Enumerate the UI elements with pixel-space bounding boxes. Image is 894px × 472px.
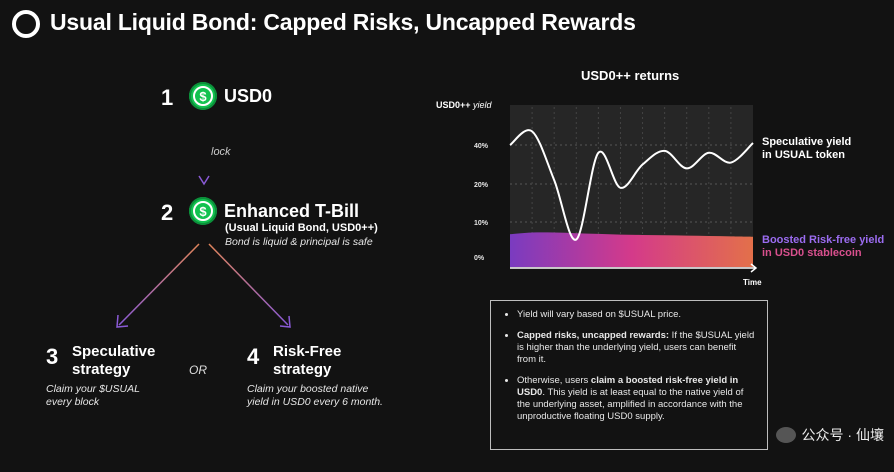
info-bullet-3: Otherwise, users claim a boosted risk-fr… [517,375,755,423]
lock-label: lock [211,146,231,158]
chart-xlabel: Time [743,278,762,287]
info-bullet-2-bold: Capped risks, uncapped rewards: [517,330,670,341]
watermark: 公众号 · 仙壤 [775,425,884,445]
returns-chart: 40% 20% 10% 0% [474,105,758,273]
step-4-desc-line2: yield in USD0 every 6 month. [247,396,383,408]
speculative-annotation: Speculative yield in USUAL token [762,136,851,162]
chart-ylabel: USD0++ yield [436,100,492,110]
speculative-arrow-line [118,243,200,326]
page-title: Usual Liquid Bond: Capped Risks, Uncappe… [50,9,636,35]
flow-arrows [116,119,291,328]
info-bullet-3-pre: Otherwise, users [517,375,591,386]
step-3-number: 3 [46,344,59,369]
info-bullet-3-text: . This yield is at least equal to the na… [517,387,744,422]
y-tick-labels: 40% 20% 10% 0% [474,143,489,262]
info-bullet-2-text: If the $USUAL yield is higher than the u… [517,330,755,365]
riskfree-arrow-line [208,243,289,326]
info-bullet-3-bold: claim a boosted risk-free yield in USD0 [517,375,739,398]
info-bullet-1: Yield will vary based on $USUAL price. [517,309,755,321]
chart-title: USD0++ returns [581,68,680,83]
y-tick-label: 40% [474,143,489,150]
step-1-number: 1 [161,85,174,110]
step-3-title-line2: strategy [72,361,131,378]
riskfree-arrow-head [279,315,291,328]
x-axis-arrow-icon [750,263,758,273]
step-3-title-line1: Speculative [72,343,156,360]
y-tick-label: 0% [474,255,485,262]
info-box: Yield will vary based on $USUAL price. C… [490,300,768,450]
step-4-title: Risk-Free strategy [273,343,341,379]
step-2-number: 2 [161,200,174,225]
watermark-text: 公众号 · 仙壤 [801,427,884,443]
dollar-coin-icon: $ [189,197,217,225]
ylabel-bold: USD0++ [436,100,471,110]
y-tick-label: 20% [474,182,489,189]
info-bullet-2: Capped risks, uncapped rewards: If the $… [517,330,755,366]
info-bullet-1-text: Yield will vary based on $USUAL price. [517,309,682,320]
step-2-note: Bond is liquid & principal is safe [225,236,373,248]
wechat-icon [775,427,796,443]
riskfree-annotation-line2: in USD0 stablecoin [762,247,862,259]
riskfree-annotation: Boosted Risk-free yield in USD0 stableco… [762,234,884,260]
lock-arrow-head [198,175,210,186]
or-label: OR [189,363,207,377]
step-3-description: Claim your $USUAL every block [46,383,140,409]
step-4-number: 4 [247,344,260,369]
step-4-title-line1: Risk-Free [273,343,342,360]
step-4-description: Claim your boosted native yield in USD0 … [247,383,383,409]
step-4-title-line2: strategy [273,361,332,378]
y-tick-label: 10% [474,220,489,227]
step-4-desc-line1: Claim your boosted native [247,383,369,395]
step-2-label: Enhanced T-Bill [224,201,360,221]
riskfree-yield-area [510,232,753,267]
speculative-annotation-line2: in USUAL token [762,149,845,161]
step-3-desc-line2: every block [46,396,100,408]
riskfree-annotation-line1: Boosted Risk-free yield [762,234,885,246]
step-3-desc-line1: Claim your $USUAL [46,383,140,395]
step-3-title: Speculative strategy [72,343,155,379]
dollar-coin-icon: $ [189,82,217,110]
speculative-annotation-line1: Speculative yield [762,136,852,148]
ylabel-italic: yield [473,100,492,110]
speculative-arrow-head [116,314,129,328]
usual-logo-icon [12,10,40,38]
step-1-label: USD0 [224,86,273,106]
step-2-subtitle: (Usual Liquid Bond, USD0++) [225,222,378,234]
speculative-yield-line [509,129,754,241]
